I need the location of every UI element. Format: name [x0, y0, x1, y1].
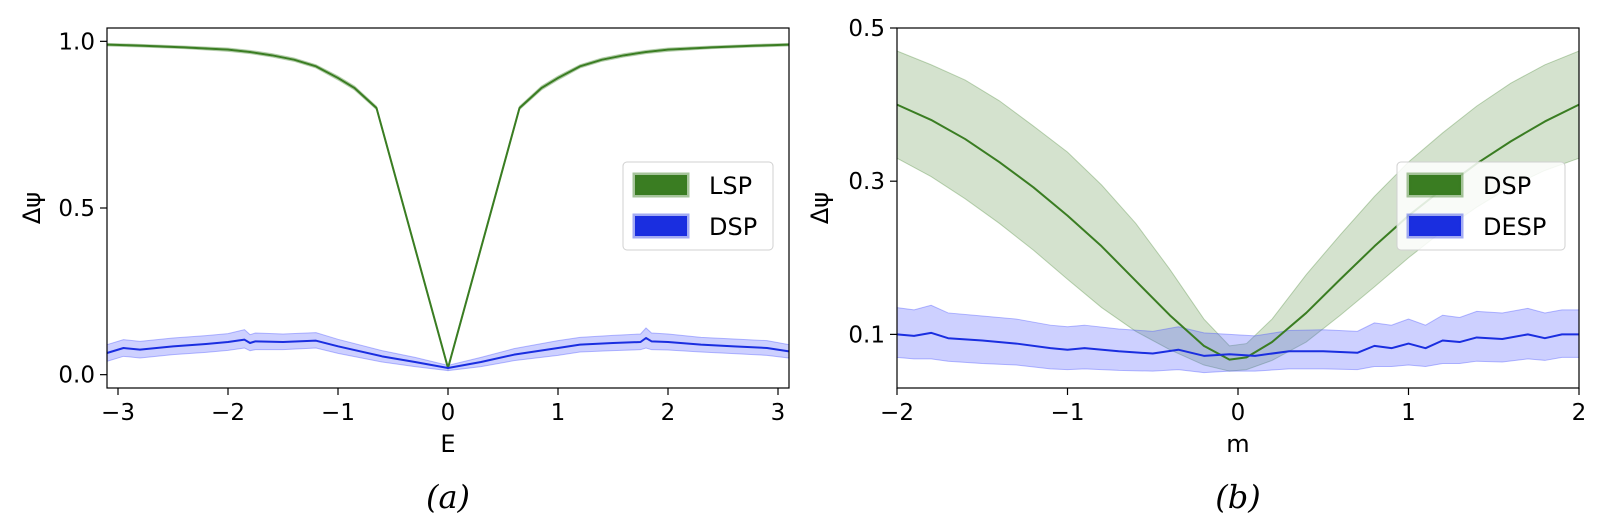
panel-b-legend-label-desp: DESP [1483, 213, 1546, 241]
panel-b-legend-swatch-dsp [1406, 172, 1464, 198]
panel-a-xtick-label-5: 2 [661, 400, 676, 426]
panel-b-band-desp [896, 304, 1580, 374]
panel-b-caption: (b) [1215, 478, 1260, 516]
panel-b-ytick-label-1: 0.3 [848, 169, 885, 195]
panel-a-xtick-label-4: 1 [551, 400, 566, 426]
panel-b-ylabel: Δψ [806, 192, 834, 224]
panel-a-legend-swatch-dsp [632, 213, 690, 239]
panel-a-lines [106, 43, 790, 369]
panel-a-legend-label-lsp: LSP [709, 172, 752, 200]
panel-b-xlabel: m [1226, 430, 1249, 458]
panel-b-xtick-label-3: 1 [1401, 400, 1416, 426]
panel-b: −2 −1 0 1 2 0.1 0.3 0.5 m Δψ DSP DESP (b) [806, 16, 1586, 516]
panel-b-xtick-label-0: −2 [880, 400, 914, 426]
panel-a-ticks: −3 −2 −1 0 1 2 3 0.0 0.5 1.0 [58, 29, 785, 426]
panel-b-xtick-label-4: 2 [1572, 400, 1587, 426]
panel-b-ytick-label-2: 0.5 [848, 16, 885, 42]
panel-b-xtick-label-2: 0 [1231, 400, 1246, 426]
panel-b-legend: DSP DESP [1396, 161, 1566, 251]
panel-a-xtick-label-1: −2 [211, 400, 245, 426]
panel-b-ytick-label-0: 0.1 [848, 322, 885, 348]
panel-a-legend-swatch-lsp [632, 172, 690, 198]
panel-b-line-desp [896, 331, 1579, 357]
panel-a-ytick-label-2: 1.0 [58, 29, 95, 55]
panel-a-xtick-label-0: −3 [101, 400, 135, 426]
panel-b-legend-label-dsp: DSP [1483, 172, 1531, 200]
panel-b-xtick-label-1: −1 [1051, 400, 1085, 426]
panel-a-ylabel: Δψ [18, 192, 46, 224]
panel-b-ticks: −2 −1 0 1 2 0.1 0.3 0.5 [848, 16, 1586, 426]
panel-b-legend-swatch-desp [1406, 213, 1464, 239]
panel-a: −3 −2 −1 0 1 2 3 0.0 0.5 1.0 E Δψ LSP DSP (a) [18, 27, 790, 516]
panel-a-legend: LSP DSP [622, 161, 774, 251]
panel-a-legend-label-dsp: DSP [709, 213, 757, 241]
panel-a-xtick-label-2: −1 [321, 400, 355, 426]
panel-a-caption: (a) [426, 478, 470, 516]
panel-a-xtick-label-3: 0 [441, 400, 456, 426]
panel-a-ytick-label-0: 0.0 [58, 363, 95, 389]
panel-a-line-dsp [106, 337, 790, 369]
panel-a-xlabel: E [440, 430, 455, 458]
panel-a-xtick-label-6: 3 [771, 400, 786, 426]
panel-a-ytick-label-1: 0.5 [58, 196, 95, 222]
